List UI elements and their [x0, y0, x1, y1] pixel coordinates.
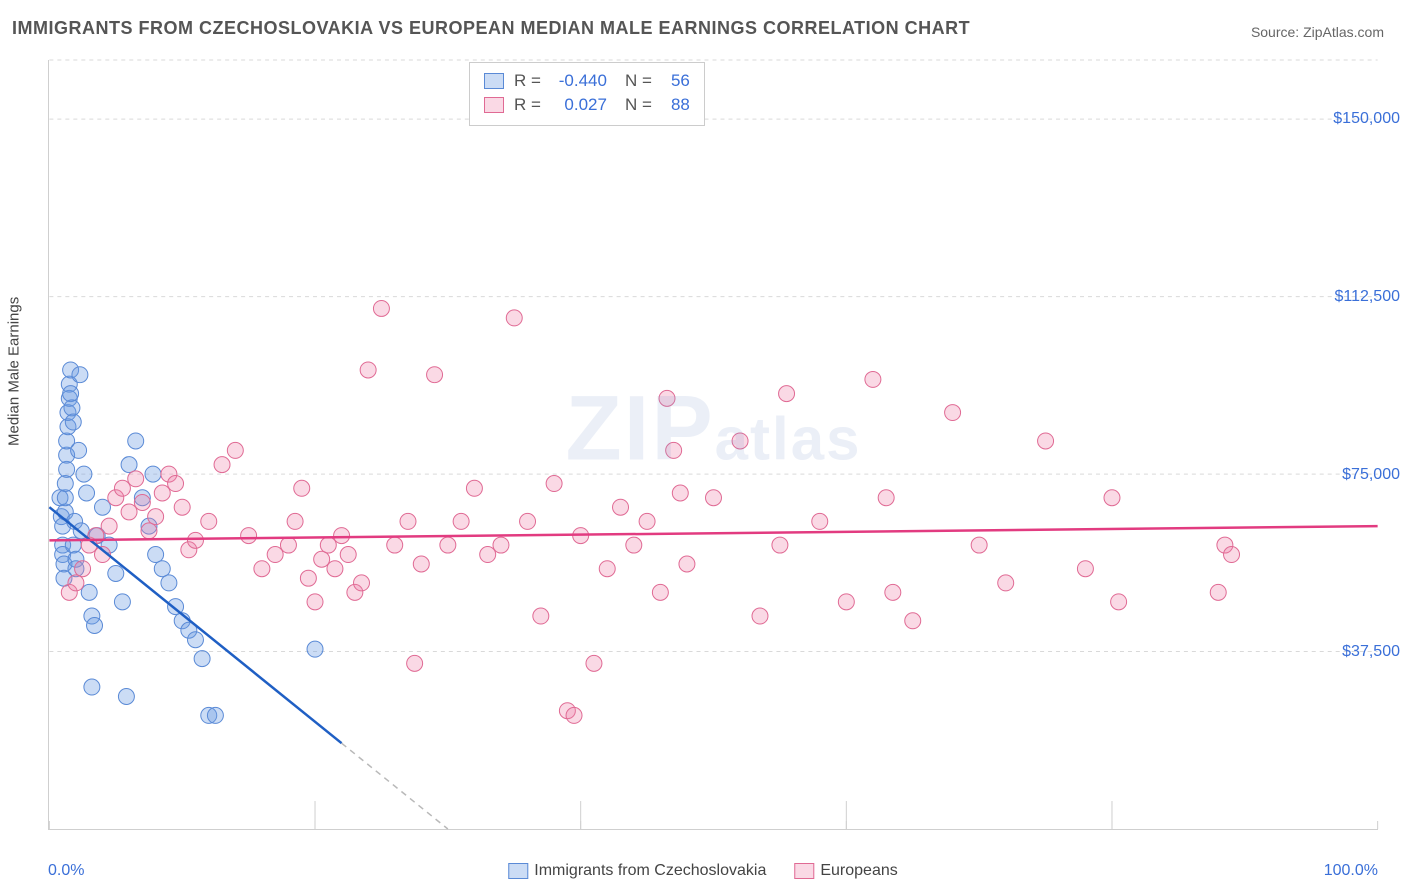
corr-row-czech: R = -0.440 N = 56	[484, 69, 690, 93]
swatch-czech	[484, 73, 504, 89]
legend-swatch-euro	[794, 863, 814, 879]
y-tick-150000: $150,000	[1333, 110, 1400, 128]
swatch-euro	[484, 97, 504, 113]
legend-swatch-czech	[508, 863, 528, 879]
source-label: Source: ZipAtlas.com	[1251, 24, 1384, 40]
x-tick-max: 100.0%	[1324, 862, 1378, 880]
y-axis-title: Median Male Earnings	[6, 297, 23, 446]
y-tick-37500: $37,500	[1342, 643, 1400, 661]
y-tick-75000: $75,000	[1342, 466, 1400, 484]
y-tick-112500: $112,500	[1334, 288, 1400, 306]
source-link[interactable]: ZipAtlas.com	[1303, 24, 1384, 40]
chart-title: IMMIGRANTS FROM CZECHOSLOVAKIA VS EUROPE…	[12, 18, 970, 39]
scatter-svg	[49, 60, 1378, 829]
correlation-legend: R = -0.440 N = 56 R = 0.027 N = 88	[469, 62, 705, 126]
legend-item-czech: Immigrants from Czechoslovakia	[508, 862, 766, 880]
series-legend: Immigrants from Czechoslovakia Europeans	[508, 862, 897, 880]
legend-item-euro: Europeans	[794, 862, 897, 880]
plot-area: R = -0.440 N = 56 R = 0.027 N = 88 ZIPat…	[48, 60, 1378, 830]
chart-frame: IMMIGRANTS FROM CZECHOSLOVAKIA VS EUROPE…	[0, 0, 1406, 892]
x-tick-min: 0.0%	[48, 862, 84, 880]
corr-row-euro: R = 0.027 N = 88	[484, 93, 690, 117]
